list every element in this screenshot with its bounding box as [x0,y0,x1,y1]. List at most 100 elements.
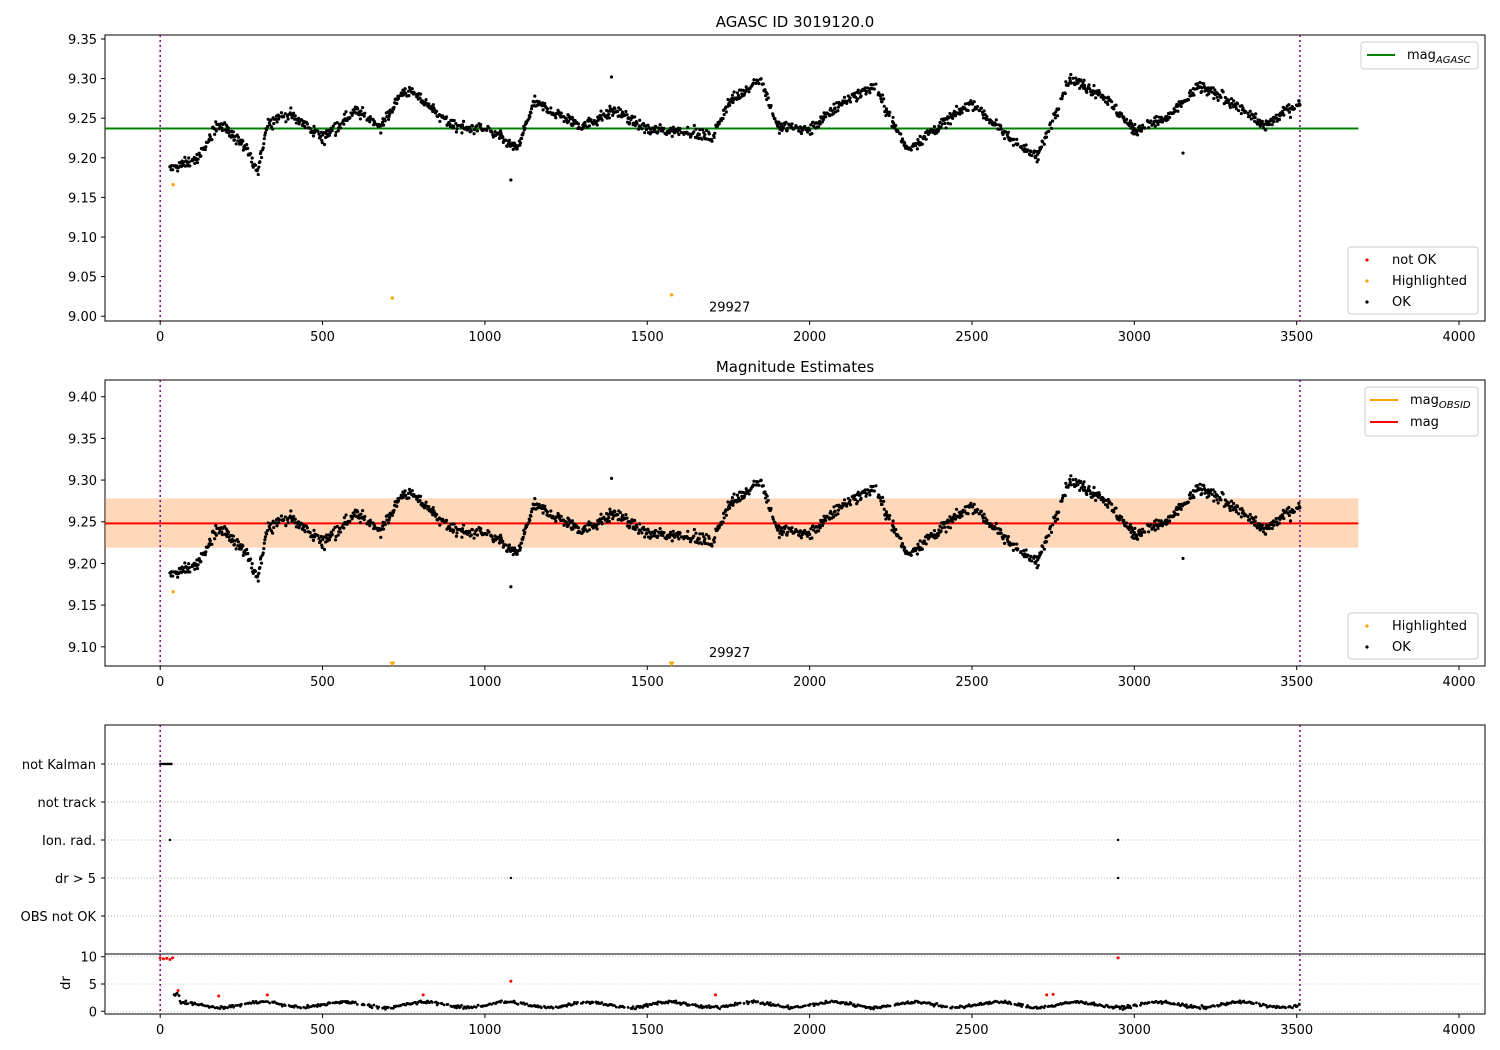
ok-point [171,574,175,578]
ok-point [214,533,218,537]
ok-point [607,112,611,116]
ok-point [643,535,647,539]
dr-point [803,1004,807,1008]
ok-point [1221,90,1225,94]
ok-point [475,533,480,537]
ok-point [1154,114,1158,119]
ok-point [805,534,810,538]
ok-point [311,134,316,138]
ok-point [263,535,268,539]
ok-point [777,120,781,124]
ok-point [628,121,632,125]
ok-point [360,508,365,513]
ok-point [1232,99,1236,103]
ok-point [633,123,637,128]
y-tick-label: 9.25 [68,516,97,531]
ok-point [678,531,682,535]
y-tick-label: 0 [89,1005,97,1020]
dr-point [294,1004,298,1008]
dr-point [886,1004,890,1008]
ok-point [1239,111,1243,116]
ok-point [360,105,365,110]
ok-point [994,526,998,530]
ok-point [338,123,342,127]
ok-point [1024,548,1028,552]
y-tick-label: 9.15 [68,191,97,206]
ok-point [388,515,392,520]
ok-point [487,126,491,130]
legend-highlighted-label-2: Highlighted [1392,619,1467,634]
ok-point [1207,494,1211,498]
ok-point [214,524,218,528]
ok-point [868,91,872,95]
ok-point [894,123,898,128]
ok-point [833,106,837,110]
ok-point [1235,102,1240,106]
dr-point [394,1004,398,1008]
dr-red-point [168,957,172,961]
ok-point [616,513,620,517]
ok-point [1200,89,1204,94]
ok-point [529,514,533,518]
ok-point [799,131,804,136]
ok-point [312,124,316,128]
ok-point [1053,116,1057,120]
ok-point [566,523,571,527]
ok-point [689,538,693,542]
ok-point [1112,510,1116,514]
y-tick-label: 9.10 [68,231,97,246]
ok-point [277,117,281,121]
ok-point [808,532,812,536]
ok-point [529,510,534,514]
dr-point [747,1000,751,1004]
ok-point [1094,96,1098,100]
x-tick-label: 500 [310,675,335,690]
ok-point [319,130,323,134]
ok-point [390,110,394,114]
ok-point [613,510,617,514]
ok-point [1083,83,1087,88]
dr-point [808,1002,812,1006]
ok-point [1039,145,1044,149]
y-tick-label: 5 [89,978,97,993]
ok-point [1053,113,1057,117]
ok-point [176,575,180,579]
ok-point [418,96,422,100]
dr-point [718,1007,722,1011]
ok-point [1063,494,1067,498]
ok-point [589,118,593,122]
ok-point [1112,107,1116,111]
ok-point [1181,151,1185,155]
ok-point [1015,542,1019,546]
ok-point [264,128,269,132]
dr-point [389,1006,393,1010]
ok-point [884,510,889,514]
ok-point [183,570,187,574]
ok-point [1241,106,1245,110]
ok-point [1234,107,1239,111]
dr-point [641,1006,645,1009]
ok-point [1168,519,1172,523]
ok-point [511,553,515,557]
ok-point [1024,143,1028,147]
ok-point [938,524,942,528]
x-tick-label: 2500 [955,675,988,690]
ok-point [940,526,944,530]
legend-mag-label: mag [1410,415,1439,430]
ok-point [808,128,812,132]
ok-point [465,532,470,536]
ok-point [444,115,449,119]
dr-point [218,1007,222,1011]
ok-point [856,499,860,504]
dr-point [576,1000,579,1004]
x-tick-label: 1500 [631,1023,664,1038]
dr-point [283,1004,287,1007]
ok-point [226,530,231,534]
ok-point [515,147,519,151]
estimates-line-legend: magOBSID mag [1364,386,1479,437]
ok-point [884,517,888,521]
ok-point [966,512,970,516]
ok-point [231,130,236,134]
ok-point [985,115,989,119]
ok-point [319,539,323,543]
